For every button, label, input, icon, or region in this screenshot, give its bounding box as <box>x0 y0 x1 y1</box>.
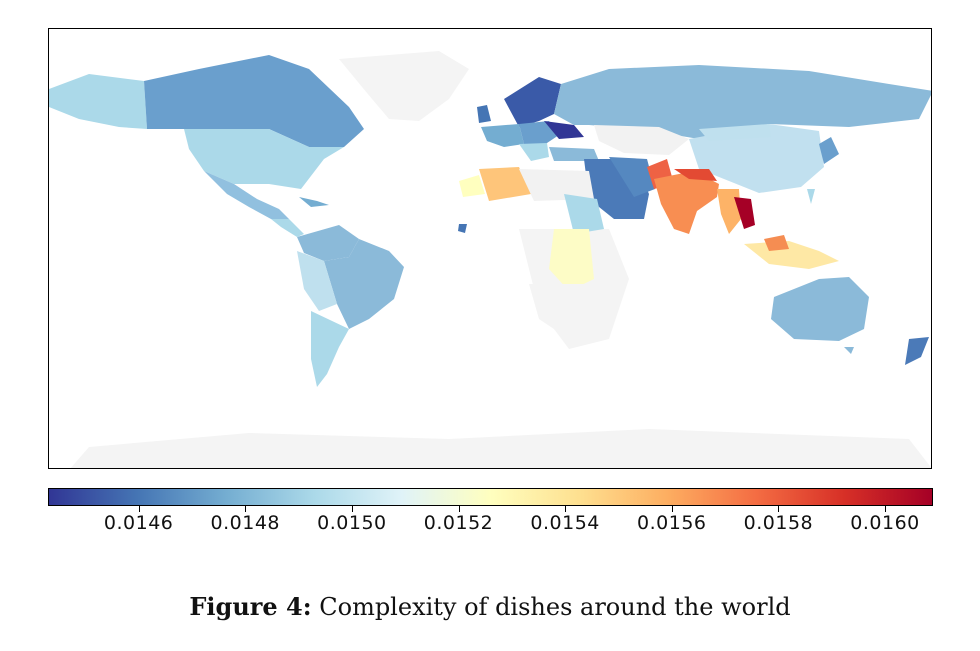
colorbar-tick-label: 0.0156 <box>637 512 707 534</box>
east-africa <box>549 229 594 291</box>
greenland <box>339 51 469 121</box>
vietnam-laos <box>734 197 755 229</box>
russia <box>554 65 931 139</box>
cape-verde <box>458 224 467 233</box>
tasmania <box>844 347 854 354</box>
caption-label: Figure 4: <box>189 592 312 621</box>
colorbar-tick <box>458 506 460 512</box>
map-canvas <box>49 51 931 468</box>
sudan-ethiopia <box>564 194 604 234</box>
new-zealand <box>905 337 929 365</box>
colorbar-tick <box>138 506 140 512</box>
colorbar-tick-label: 0.0146 <box>103 512 174 534</box>
world-map <box>48 28 932 469</box>
canada <box>144 55 364 147</box>
colorbar-tick-label: 0.0160 <box>850 512 920 534</box>
antarctica <box>70 429 931 468</box>
colorbar-tick <box>565 506 567 512</box>
scandinavia <box>504 77 561 127</box>
china <box>689 124 824 193</box>
kazakhstan <box>594 125 689 155</box>
eastern-europe <box>544 121 584 139</box>
central-america <box>271 219 304 237</box>
mexico <box>204 171 289 219</box>
colorbar-tick-label: 0.0148 <box>210 512 280 534</box>
algeria <box>479 167 531 201</box>
colorbar-tick-label: 0.0150 <box>317 512 387 534</box>
alaska <box>49 74 147 129</box>
peru-bolivia <box>297 251 337 311</box>
iran <box>609 157 655 197</box>
colorbar-tick <box>245 506 247 512</box>
italy-balkans <box>519 143 549 161</box>
colorbar-tick-label: 0.0154 <box>530 512 600 534</box>
colorbar-tick <box>778 506 780 512</box>
usa <box>184 129 344 189</box>
australia <box>771 277 869 341</box>
figure-caption: Figure 4: Complexity of dishes around th… <box>0 592 980 621</box>
morocco <box>459 175 485 197</box>
taiwan <box>807 189 815 204</box>
colorbar-tick-label: 0.0158 <box>743 512 814 534</box>
mongolia <box>699 124 771 141</box>
colorbar-tick-label: 0.0152 <box>423 512 494 534</box>
colorbar-tick <box>351 506 353 512</box>
caption-text: Complexity of dishes around the world <box>319 593 791 621</box>
korea-japan <box>819 137 839 164</box>
libya-egypt <box>519 169 594 201</box>
colorbar <box>48 488 933 506</box>
myanmar-thailand <box>717 189 741 234</box>
chile-argentina <box>311 311 349 387</box>
brazil <box>324 239 404 329</box>
southern-africa <box>529 284 609 339</box>
western-europe <box>481 124 524 147</box>
indonesia-malaysia <box>744 241 839 269</box>
turkey <box>549 147 599 161</box>
nepal-bangladesh <box>674 169 717 181</box>
india <box>654 171 719 234</box>
venezuela-colombia <box>297 225 359 261</box>
colorbar-tick <box>885 506 887 512</box>
uk <box>477 105 491 123</box>
caribbean <box>299 197 329 207</box>
philippines-borneo <box>764 235 789 251</box>
colorbar-tick <box>671 506 673 512</box>
